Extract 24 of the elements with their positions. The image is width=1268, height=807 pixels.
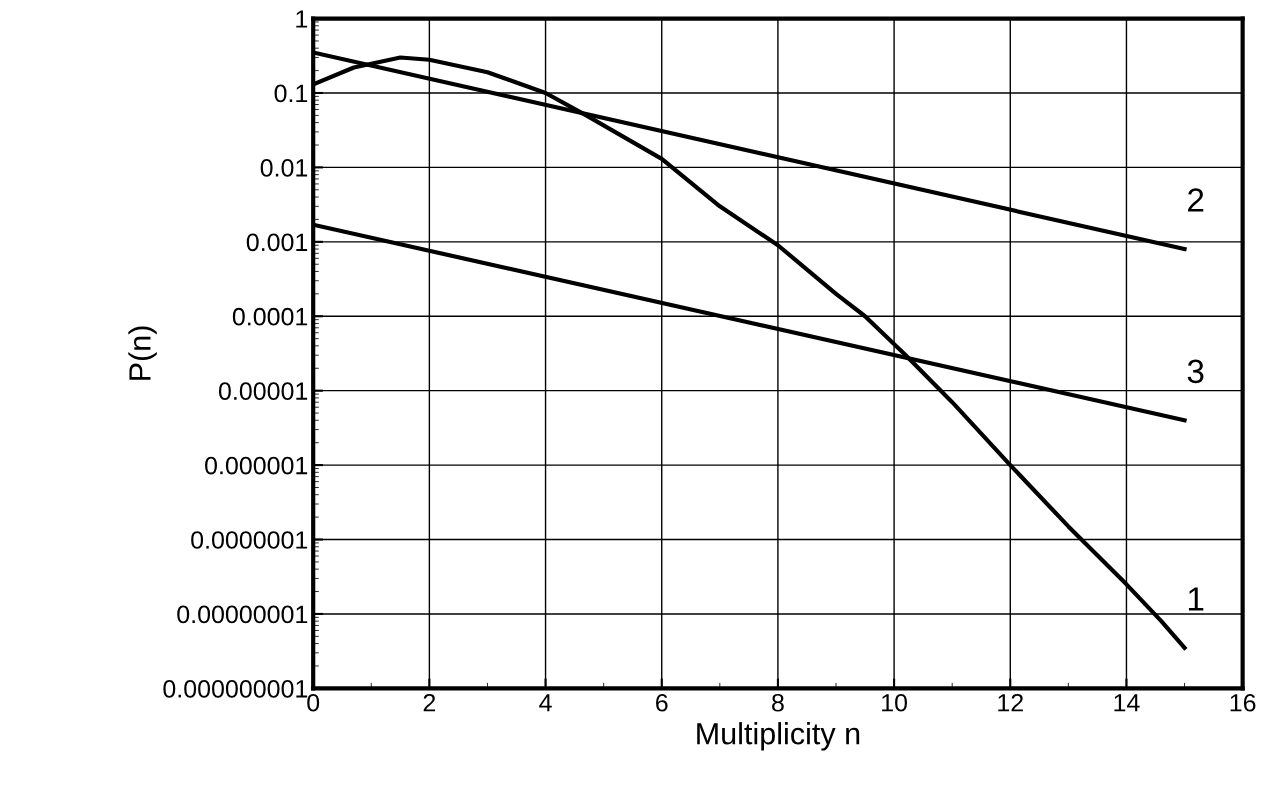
x-tick-label: 12 — [998, 693, 1023, 712]
y-tick-label: 0.00001 — [218, 382, 308, 400]
x-tick-label: 2 — [423, 693, 436, 712]
y-tick-label: 0.000001 — [205, 456, 308, 475]
y-tick-label: 0.1 — [274, 84, 308, 103]
y-tick-label: 0.01 — [260, 159, 308, 177]
y-tick-label: 0.0001 — [232, 307, 308, 326]
y-tick-label: 0.000000001 — [163, 679, 308, 698]
series-label: 2 — [1188, 188, 1204, 212]
y-tick-label: 0.0000001 — [191, 531, 308, 549]
x-axis-title: Multiplicity n — [697, 722, 860, 751]
series-label: 3 — [1187, 359, 1204, 384]
x-tick-label: 16 — [1230, 693, 1256, 712]
x-tick-label: 10 — [882, 693, 908, 712]
x-tick-label: 6 — [656, 693, 668, 712]
y-tick-label: 0.00000001 — [177, 605, 308, 624]
x-tick-label: 0 — [307, 693, 320, 712]
y-tick-label: 1 — [296, 10, 308, 28]
x-tick-label: 4 — [539, 694, 552, 712]
x-tick-label: 14 — [1114, 694, 1140, 712]
y-axis-title: P(n) — [128, 326, 157, 380]
y-tick-label: 0.001 — [246, 233, 308, 252]
series-label: 1 — [1188, 587, 1204, 611]
x-tick-label: 8 — [772, 693, 784, 712]
